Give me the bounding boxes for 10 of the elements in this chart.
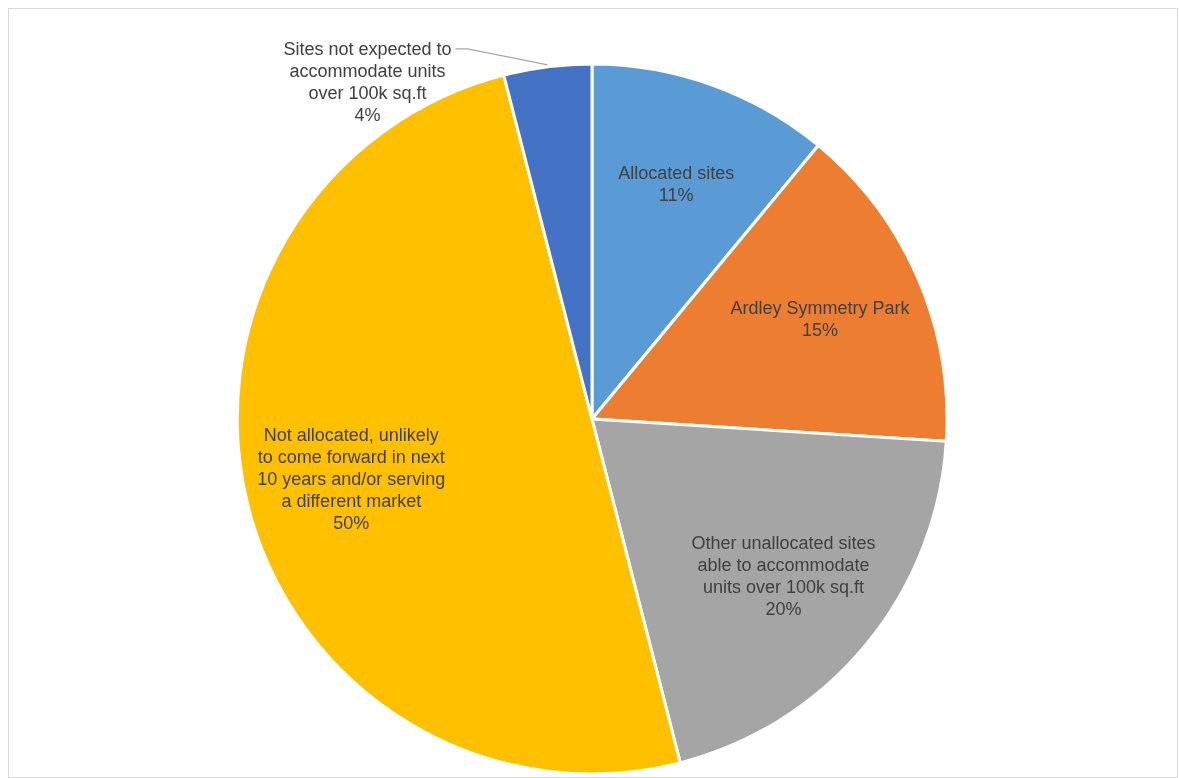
data-label: 20%	[765, 598, 802, 619]
slice-label: Allocated sites	[618, 162, 735, 183]
slice-label: Other unallocated sites able to accommodate units over 100k sq.ft	[691, 532, 876, 597]
slice-label: Sites not expected to accommodate units over 100k sq.ft	[283, 38, 452, 103]
data-label: 50%	[333, 513, 370, 534]
slice-label: Not allocated, unlikely to come forward in next 10 years and/or serving a different market	[257, 425, 446, 512]
data-label: 11%	[658, 184, 694, 205]
slice-label: Ardley Symmetry Park	[730, 297, 911, 318]
data-label: 4%	[354, 104, 381, 125]
data-label: 15%	[802, 319, 839, 340]
